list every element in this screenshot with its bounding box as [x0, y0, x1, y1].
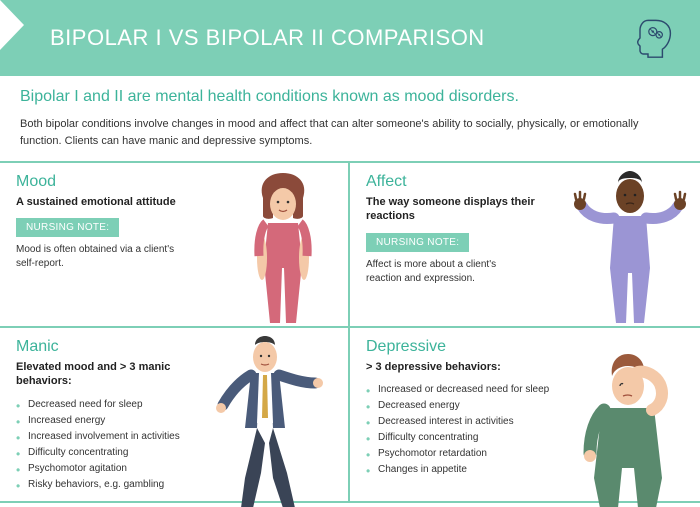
person-manic-illustration [203, 333, 333, 507]
cell-mood: Mood A sustained emotional attitude NURS… [0, 163, 350, 328]
intro-paragraph: Both bipolar conditions involve changes … [0, 116, 700, 163]
depressive-subtitle: > 3 depressive behaviors: [366, 360, 556, 374]
list-item: Increased or decreased need for sleep [366, 382, 556, 398]
header-bar: BIPOLAR I VS BIPOLAR II COMPARISON [0, 0, 700, 76]
affect-note-text: Affect is more about a client's reaction… [366, 258, 526, 286]
list-item: Difficulty concentrating [366, 430, 556, 446]
subtitle-text: Bipolar I and II are mental health condi… [0, 76, 700, 116]
header-title: BIPOLAR I VS BIPOLAR II COMPARISON [50, 25, 485, 51]
mood-nursing-badge: NURSING NOTE: [16, 218, 119, 237]
mood-subtitle: A sustained emotional attitude [16, 195, 206, 209]
manic-bullet-list: Decreased need for sleepIncreased energy… [16, 397, 206, 493]
list-item: Psychomotor retardation [366, 446, 556, 462]
affect-title: Affect [366, 173, 556, 191]
manic-subtitle: Elevated mood and > 3 manic behaviors: [16, 360, 206, 389]
list-item: Difficulty concentrating [16, 445, 206, 461]
cell-manic: Manic Elevated mood and > 3 manic behavi… [0, 328, 350, 503]
header-arrow-decoration [0, 0, 24, 50]
list-item: Decreased energy [366, 398, 556, 414]
list-item: Risky behaviors, e.g. gambling [16, 477, 206, 493]
depressive-title: Depressive [366, 338, 556, 356]
person-mood-illustration [238, 168, 328, 323]
person-affect-illustration [570, 168, 690, 323]
manic-title: Manic [16, 338, 206, 356]
list-item: Decreased interest in activities [366, 414, 556, 430]
mood-title: Mood [16, 173, 206, 191]
affect-subtitle: The way someone displays their reactions [366, 195, 556, 224]
affect-nursing-badge: NURSING NOTE: [366, 233, 469, 252]
brain-head-icon [632, 14, 680, 62]
person-depressive-illustration [560, 348, 690, 507]
list-item: Increased involvement in activities [16, 429, 206, 445]
depressive-bullet-list: Increased or decreased need for sleepDec… [366, 382, 556, 478]
cell-depressive: Depressive > 3 depressive behaviors: Inc… [350, 328, 700, 503]
list-item: Increased energy [16, 413, 206, 429]
list-item: Decreased need for sleep [16, 397, 206, 413]
list-item: Changes in appetite [366, 462, 556, 478]
cell-affect: Affect The way someone displays their re… [350, 163, 700, 328]
infographic-container: BIPOLAR I VS BIPOLAR II COMPARISON Bipol… [0, 0, 700, 507]
mood-note-text: Mood is often obtained via a client's se… [16, 243, 176, 271]
comparison-grid: Mood A sustained emotional attitude NURS… [0, 163, 700, 503]
list-item: Psychomotor agitation [16, 461, 206, 477]
